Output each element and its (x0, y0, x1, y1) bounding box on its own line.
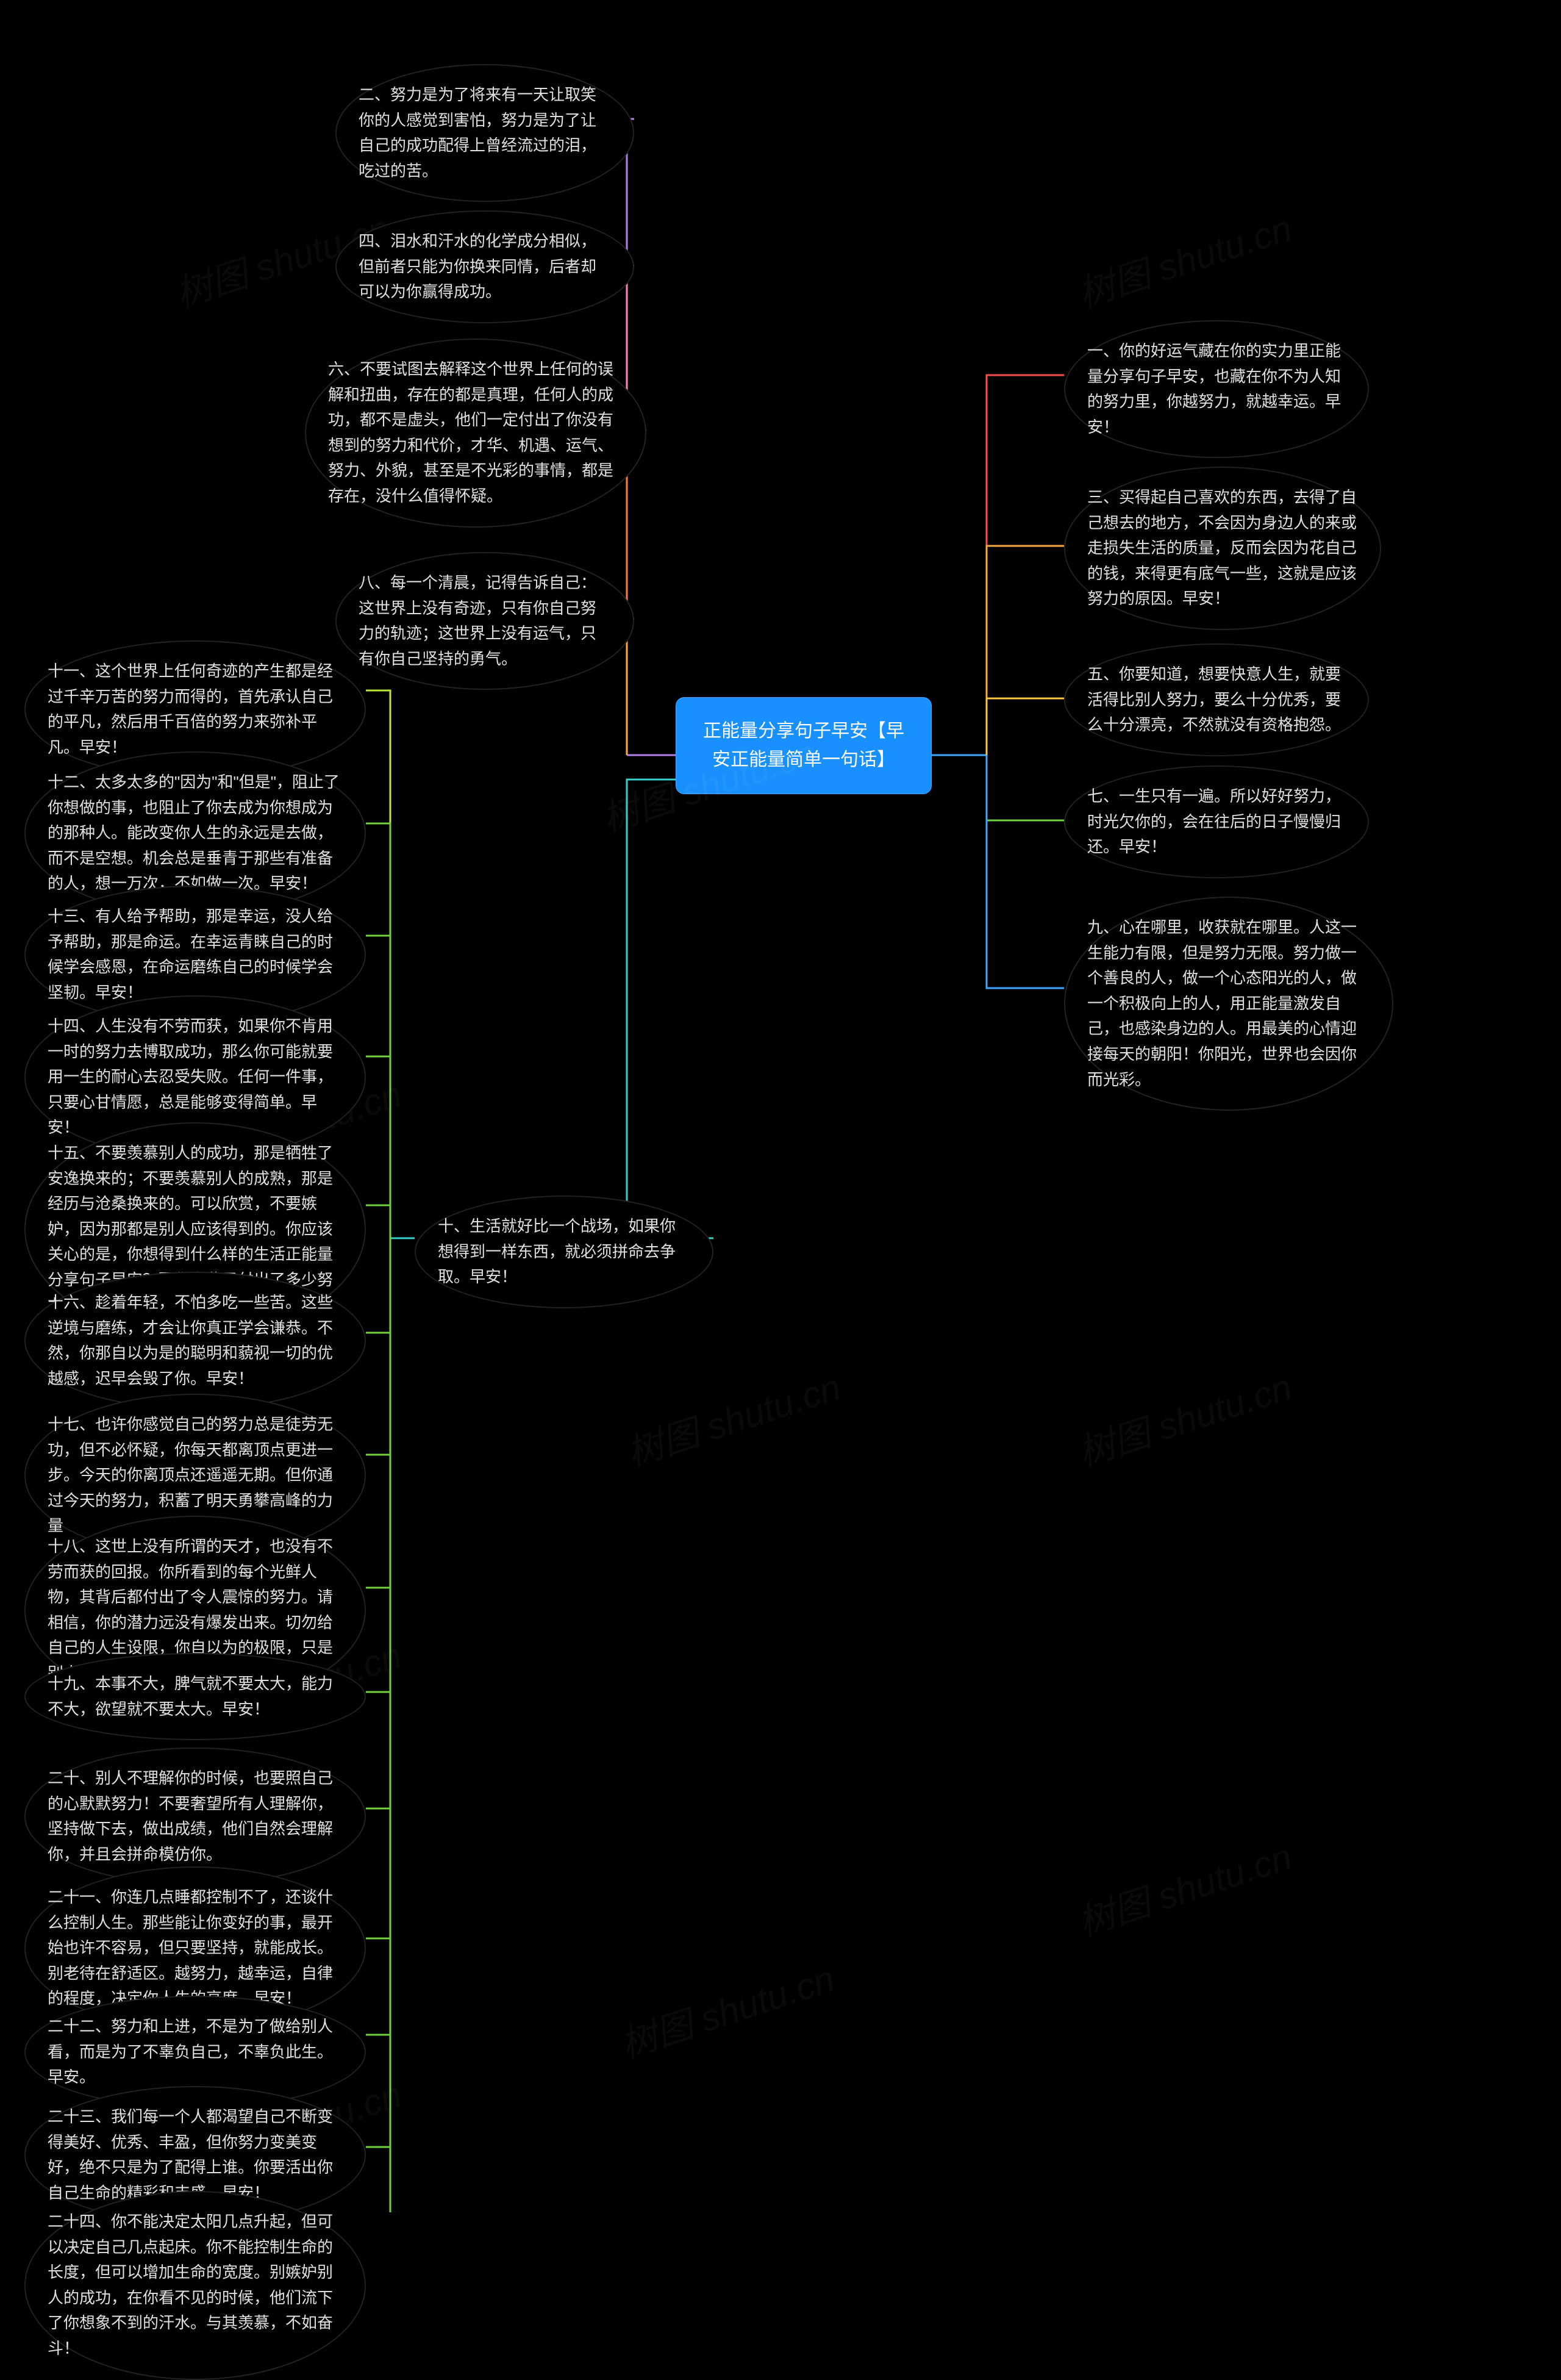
left-upper-node-text: 六、不要试图去解释这个世界上任何的误解和扭曲，存在的都是真理，任何人的成功，都不… (328, 360, 613, 505)
right-node: 五、你要知道，想要快意人生，就要活得比别人努力，要么十分优秀，要么十分漂亮，不然… (1064, 643, 1369, 756)
left-col-node-text: 十一、这个世界上任何奇迹的产生都是经过千辛万苦的努力而得的，首先承认自己的平凡，… (48, 662, 333, 756)
left-col-node-text: 二十二、努力和上进，不是为了做给别人看，而是为了不辜负自己，不辜负此生。早安。 (48, 2017, 333, 2086)
right-node: 七、一生只有一遍。所以好好努力，时光欠你的，会在往后的日子慢慢归还。早安！ (1064, 765, 1369, 878)
left-upper-node-text: 四、泪水和汗水的化学成分相似，但前者只能为你换来同情，后者却可以为你赢得成功。 (359, 232, 596, 301)
center-text: 正能量分享句子早安【早安正能量简单一句话】 (703, 721, 904, 770)
watermark: 树图 shutu.cn (1070, 1827, 1298, 1946)
left-col-node: 二十、别人不理解你的时候，也要照自己的心默默努力！不要奢望所有人理解你，坚持做下… (24, 1747, 366, 1885)
left-upper-node: 八、每一个清晨，记得告诉自己：这世界上没有奇迹，只有你自己努力的轨迹；这世界上没… (335, 552, 634, 690)
right-node: 一、你的好运气藏在你的实力里正能量分享句子早安，也藏在你不为人知的努力里，你越努… (1064, 320, 1369, 458)
left-col-node-text: 十九、本事不大，脾气就不要太大，能力不大，欲望就不要太大。早安！ (48, 1674, 333, 1718)
left-col-node: 十九、本事不大，脾气就不要太大，能力不大，欲望就不要太大。早安！ (24, 1653, 366, 1740)
left-col-node-text: 二十、别人不理解你的时候，也要照自己的心默默努力！不要奢望所有人理解你，坚持做下… (48, 1769, 333, 1863)
watermark: 树图 shutu.cn (1070, 1358, 1298, 1477)
left-col-node-text: 二十三、我们每一个人都渴望自己不断变得美好、优秀、丰盈，但你努力变美变好，绝不只… (48, 2107, 333, 2202)
left-col-header-text: 十、生活就好比一个战场，如果你想得到一样东西，就必须拼命去争取。早安！ (438, 1217, 676, 1286)
right-node-text: 一、你的好运气藏在你的实力里正能量分享句子早安，也藏在你不为人知的努力里，你越努… (1087, 342, 1341, 436)
right-node: 三、买得起自己喜欢的东西，去得了自己想去的地方，不会因为身边人的来或走损失生活的… (1064, 467, 1381, 630)
center-node: 正能量分享句子早安【早安正能量简单一句话】 (676, 697, 932, 794)
right-node-text: 九、心在哪里，收获就在哪里。人这一生能力有限，但是努力无限。努力做一个善良的人，… (1087, 918, 1357, 1089)
left-col-node-text: 二十四、你不能决定太阳几点升起，但可以决定自己几点起床。你不能控制生命的长度，但… (48, 2212, 333, 2357)
watermark: 树图 shutu.cn (613, 1949, 840, 2068)
right-node-text: 七、一生只有一遍。所以好好努力，时光欠你的，会在往后的日子慢慢归还。早安！ (1087, 787, 1341, 856)
left-col-node-text: 十三、有人给予帮助，那是幸运，没人给予帮助，那是命运。在幸运青睐自己的时候学会感… (48, 907, 333, 1002)
left-upper-node: 二、努力是为了将来有一天让取笑你的人感觉到害怕，努力是为了让自己的成功配得上曾经… (335, 64, 634, 202)
left-upper-node-text: 八、每一个清晨，记得告诉自己：这世界上没有奇迹，只有你自己努力的轨迹；这世界上没… (359, 573, 596, 668)
watermark: 树图 shutu.cn (1070, 199, 1298, 318)
left-col-node: 十六、趁着年轻，不怕多吃一些苦。这些逆境与磨练，才会让你真正学会谦恭。不然，你那… (24, 1272, 366, 1410)
left-upper-node: 四、泪水和汗水的化学成分相似，但前者只能为你换来同情，后者却可以为你赢得成功。 (335, 210, 634, 323)
right-node-text: 五、你要知道，想要快意人生，就要活得比别人努力，要么十分优秀，要么十分漂亮，不然… (1087, 665, 1341, 734)
left-col-node-text: 十六、趁着年轻，不怕多吃一些苦。这些逆境与磨练，才会让你真正学会谦恭。不然，你那… (48, 1293, 333, 1388)
watermark: 树图 shutu.cn (619, 1358, 846, 1477)
left-col-header: 十、生活就好比一个战场，如果你想得到一样东西，就必须拼命去争取。早安！ (415, 1195, 713, 1308)
left-col-node: 二十四、你不能决定太阳几点升起，但可以决定自己几点起床。你不能控制生命的长度，但… (24, 2191, 366, 2380)
left-col-node-text: 十四、人生没有不劳而获，如果你不肯用一时的努力去博取成功，那么你可能就要用一生的… (48, 1017, 333, 1136)
left-upper-node-text: 二、努力是为了将来有一天让取笑你的人感觉到害怕，努力是为了让自己的成功配得上曾经… (359, 85, 596, 180)
left-col-node-text: 十二、太多太多的"因为"和"但是"，阻止了你想做的事，也阻止了你去成为你想成为的… (48, 773, 340, 892)
right-node: 九、心在哪里，收获就在哪里。人这一生能力有限，但是努力无限。努力做一个善良的人，… (1064, 897, 1393, 1111)
right-node-text: 三、买得起自己喜欢的东西，去得了自己想去的地方，不会因为身边人的来或走损失生活的… (1087, 488, 1357, 608)
left-upper-node: 六、不要试图去解释这个世界上任何的误解和扭曲，存在的都是真理，任何人的成功，都不… (305, 339, 646, 528)
left-col-node-text: 二十一、你连几点睡都控制不了，还谈什么控制人生。那些能让你变好的事，最开始也许不… (48, 1888, 333, 2007)
